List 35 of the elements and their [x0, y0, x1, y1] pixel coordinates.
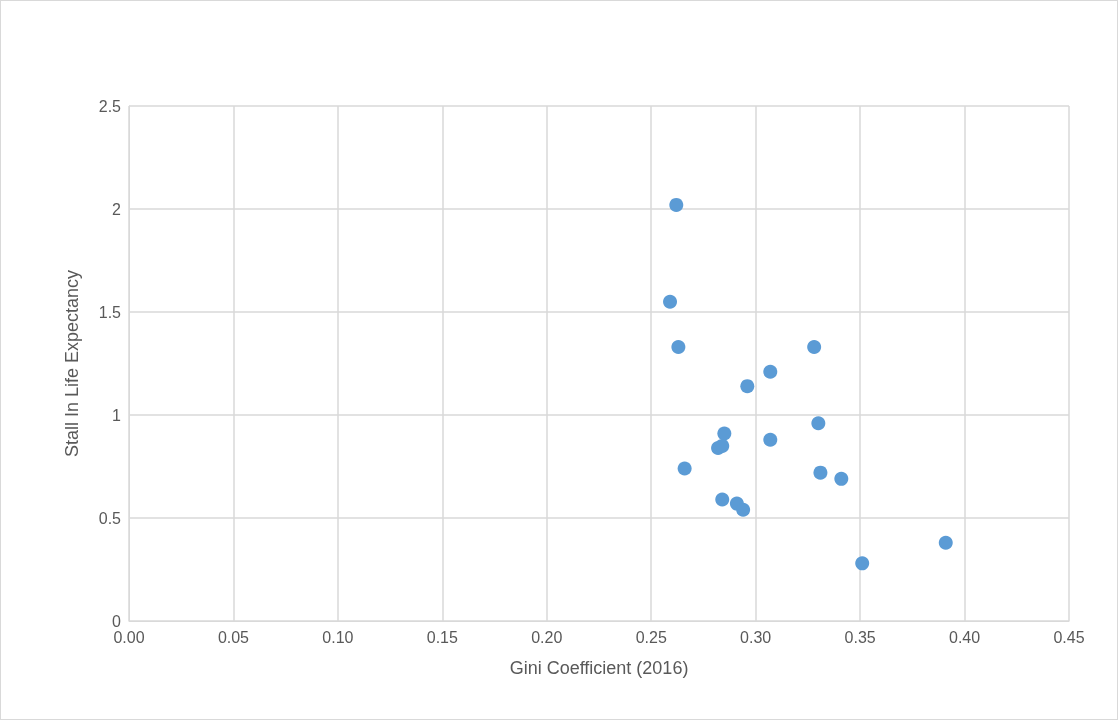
x-axis-title: Gini Coefficient (2016)	[509, 658, 689, 678]
point	[740, 379, 755, 394]
point	[855, 556, 870, 571]
point	[813, 465, 828, 480]
x-tick-label: 0.20	[531, 628, 563, 646]
point	[763, 432, 778, 447]
y-axis-title: Stall In Life Expectancy	[62, 269, 82, 458]
x-tick-label: 0.40	[948, 628, 981, 646]
point	[736, 502, 751, 517]
y-tick-label: 2	[112, 200, 122, 218]
point	[663, 294, 678, 309]
point	[717, 426, 732, 441]
point	[671, 340, 686, 355]
x-tick-label: 0.35	[844, 628, 876, 646]
point	[763, 364, 778, 379]
point	[669, 197, 684, 212]
x-tick-label: 0.15	[426, 628, 459, 646]
point	[677, 461, 692, 476]
point	[811, 416, 826, 431]
x-tick-label: 0.00	[113, 628, 145, 646]
x-tick-label: 0.25	[635, 628, 667, 646]
y-tick-label: 2.5	[98, 97, 122, 115]
y-tick-label: 1.5	[98, 303, 122, 321]
x-tick-label: 0.05	[217, 628, 250, 646]
point	[938, 535, 953, 550]
point	[834, 471, 849, 486]
y-tick-label: 0.5	[98, 509, 122, 527]
point	[715, 492, 730, 507]
x-tick-label: 0.45	[1053, 628, 1085, 646]
y-tick-label: 1	[112, 406, 122, 424]
point	[715, 438, 730, 453]
x-tick-label: 0.10	[322, 628, 354, 646]
y-tick-label: 0	[112, 612, 122, 630]
x-tick-label: 0.30	[740, 628, 772, 646]
point	[807, 340, 822, 355]
